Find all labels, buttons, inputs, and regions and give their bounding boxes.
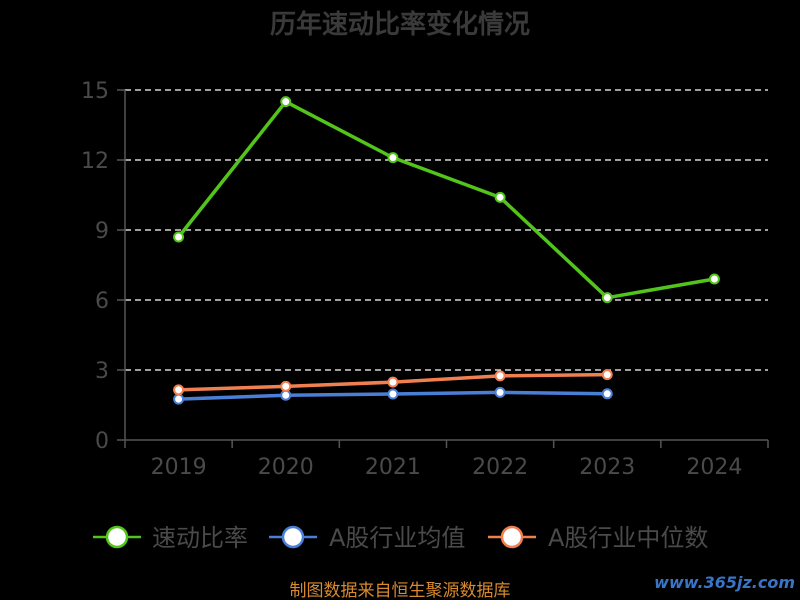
legend-item-1[interactable]: A股行业均值 — [269, 524, 465, 552]
data-point[interactable] — [494, 386, 506, 398]
series-1 — [173, 386, 613, 405]
x-tick-label: 2022 — [472, 455, 528, 480]
data-point[interactable] — [280, 389, 292, 401]
data-point[interactable] — [173, 231, 185, 243]
legend-item-2[interactable]: A股行业中位数 — [488, 524, 708, 552]
series-2 — [173, 369, 613, 396]
chart-title: 历年速动比率变化情况 — [270, 9, 530, 40]
legend-label: 速动比率 — [152, 524, 248, 552]
y-tick-label: 9 — [95, 219, 109, 244]
data-source-note: 制图数据来自恒生聚源数据库 — [290, 581, 511, 600]
series-lines — [173, 96, 720, 405]
x-tick-label: 2021 — [365, 455, 421, 480]
data-point[interactable] — [387, 152, 399, 164]
x-tick-label: 2019 — [151, 455, 207, 480]
y-tick-label: 3 — [95, 359, 109, 384]
data-point[interactable] — [494, 191, 506, 203]
data-point[interactable] — [280, 380, 292, 392]
y-tick-label: 6 — [95, 289, 109, 314]
watermark-link[interactable]: www.365jz.com — [654, 573, 795, 592]
x-tick-label: 2024 — [686, 455, 742, 480]
legend-swatch-marker — [105, 525, 129, 549]
y-tick-label: 0 — [95, 429, 109, 454]
legend-swatch-marker — [281, 525, 305, 549]
data-point[interactable] — [494, 370, 506, 382]
data-point[interactable] — [280, 96, 292, 108]
x-tick-label: 2020 — [258, 455, 314, 480]
legend-label: A股行业均值 — [329, 524, 465, 552]
x-tick-label: 2023 — [579, 455, 635, 480]
legend-item-0[interactable]: 速动比率 — [93, 524, 248, 552]
y-tick-label: 15 — [81, 79, 109, 104]
series-0 — [173, 96, 720, 304]
data-point[interactable] — [601, 292, 613, 304]
data-point[interactable] — [387, 376, 399, 388]
data-point[interactable] — [601, 369, 613, 381]
legend-label: A股行业中位数 — [548, 524, 708, 552]
y-tick-label: 12 — [81, 149, 109, 174]
data-point[interactable] — [708, 273, 720, 285]
axes: 0 3 6 9 12 15 2019 2020 2021 2022 2023 2024 — [81, 79, 769, 480]
data-point[interactable] — [173, 384, 185, 396]
data-point[interactable] — [173, 393, 185, 405]
data-point[interactable] — [601, 388, 613, 400]
data-point[interactable] — [387, 388, 399, 400]
legend-swatch-marker — [500, 525, 524, 549]
series-line — [176, 99, 717, 300]
legend: 速动比率 A股行业均值 A股行业中位数 — [93, 524, 708, 552]
gridlines — [125, 89, 768, 371]
